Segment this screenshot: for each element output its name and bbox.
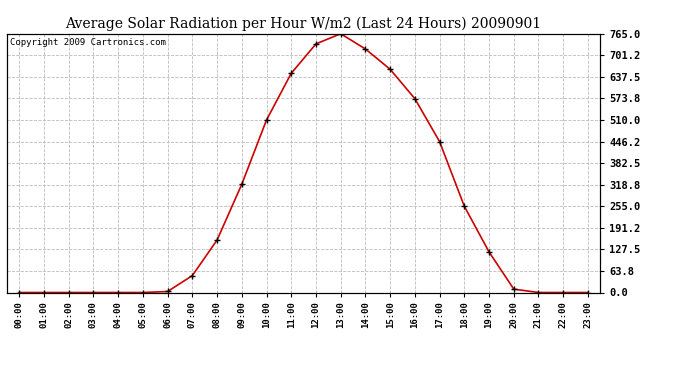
Text: Average Solar Radiation per Hour W/m2 (Last 24 Hours) 20090901: Average Solar Radiation per Hour W/m2 (L… [66,17,542,31]
Text: Copyright 2009 Cartronics.com: Copyright 2009 Cartronics.com [10,38,166,46]
